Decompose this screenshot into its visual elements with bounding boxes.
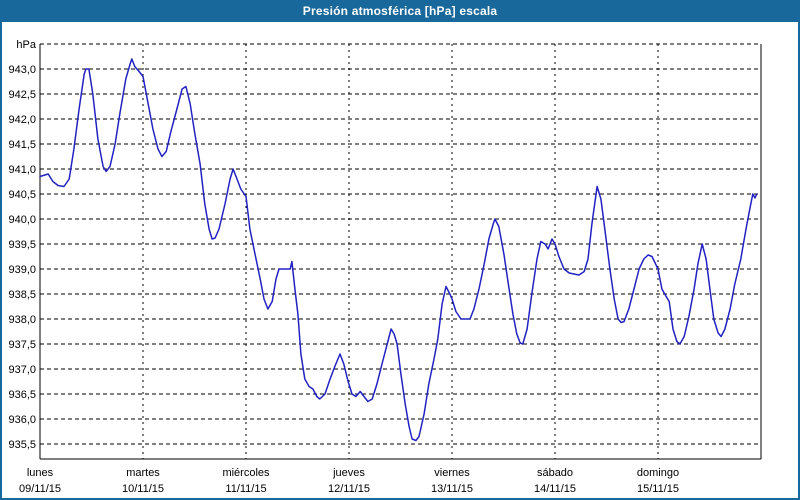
y-tick-label: 935,5 bbox=[8, 439, 36, 451]
chart-area: hPa 943,0 942,5 942,0 941,5 941,0 940,5 940,0 93… bbox=[2, 22, 798, 498]
x-day-label: miércoles bbox=[222, 467, 270, 479]
x-date-label: 10/11/15 bbox=[122, 483, 164, 495]
y-tick-label: 937,0 bbox=[8, 364, 36, 376]
x-day-label: sábado bbox=[537, 467, 573, 479]
y-tick-label: 940,0 bbox=[8, 214, 36, 226]
chart-title: Presión atmosférica [hPa] escala bbox=[302, 4, 498, 18]
y-tick-label: 939,0 bbox=[8, 264, 36, 276]
x-day-label: jueves bbox=[332, 467, 365, 479]
y-tick-label: 937,5 bbox=[8, 339, 36, 351]
y-tick-label: 936,5 bbox=[8, 389, 36, 401]
y-tick-label: 936,0 bbox=[8, 414, 36, 426]
x-day-label: viernes bbox=[434, 467, 470, 479]
y-tick-label: 940,5 bbox=[8, 189, 36, 201]
pressure-line-chart: hPa 943,0 942,5 942,0 941,5 941,0 940,5 940,0 93… bbox=[8, 39, 762, 495]
x-day-label: martes bbox=[126, 467, 160, 479]
y-tick-label: 942,0 bbox=[8, 114, 36, 126]
x-date-label: 11/11/15 bbox=[225, 483, 266, 495]
x-date-label: 09/11/15 bbox=[19, 483, 61, 495]
y-tick-label: 942,5 bbox=[8, 89, 36, 101]
x-day-label: domingo bbox=[637, 467, 679, 479]
y-tick-label: 943,0 bbox=[8, 64, 36, 76]
title-bar: Presión atmosférica [hPa] escala bbox=[0, 0, 800, 22]
y-tick-label: 939,5 bbox=[8, 239, 36, 251]
y-tick-label: 941,5 bbox=[8, 139, 36, 151]
y-tick-label: 938,0 bbox=[8, 314, 36, 326]
x-date-label: 13/11/15 bbox=[431, 483, 473, 495]
y-tick-label: 938,5 bbox=[8, 289, 36, 301]
y-axis-unit-label: hPa bbox=[16, 39, 36, 51]
x-date-label: 15/11/15 bbox=[637, 483, 679, 495]
y-tick-label: 941,0 bbox=[8, 164, 36, 176]
x-date-label: 12/11/15 bbox=[328, 483, 370, 495]
pressure-series-line bbox=[39, 58, 758, 442]
x-date-label: 14/11/15 bbox=[534, 483, 576, 495]
x-day-label: lunes bbox=[27, 467, 54, 479]
